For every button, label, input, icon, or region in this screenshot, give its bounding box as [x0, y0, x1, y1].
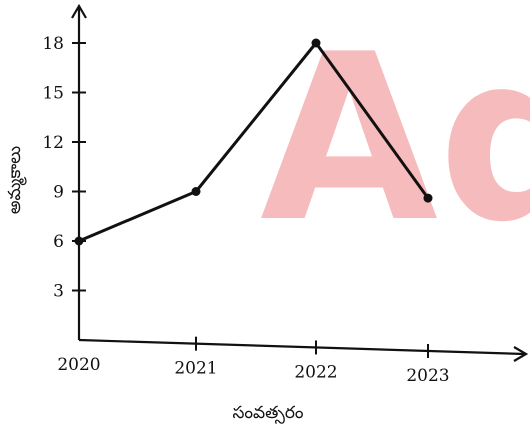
- x-tick-label: 2022: [294, 362, 337, 382]
- watermark-text: Adda: [260, 6, 530, 273]
- y-tick-label: 12: [42, 133, 64, 153]
- x-ticks: 2020 2021 2022 2023: [57, 336, 450, 386]
- x-tick-label: 2023: [406, 366, 449, 386]
- x-axis-arrow: [513, 346, 529, 362]
- data-point-2022: [311, 38, 321, 48]
- data-point-2020: [74, 236, 84, 246]
- watermark-logo: Adda: [260, 6, 530, 273]
- series: [74, 38, 433, 246]
- y-tick-label: 3: [53, 282, 64, 302]
- y-axis-title: అమ్మకాలు: [5, 146, 27, 214]
- y-tick-label: 15: [42, 84, 64, 104]
- x-axis: [78, 338, 525, 356]
- data-point-2023: [423, 193, 433, 203]
- x-tick-label: 2020: [57, 355, 100, 375]
- y-ticks: 3 6 9 12 15 18: [42, 34, 86, 302]
- y-axis-arrow: [71, 3, 87, 19]
- series-line: [78, 41, 430, 243]
- x-tick-label: 2021: [174, 359, 217, 379]
- axes: [71, 3, 529, 362]
- y-tick-label: 6: [53, 232, 64, 252]
- x-axis-title: సంవత్సరం: [232, 403, 303, 424]
- y-tick-label: 9: [53, 183, 64, 203]
- y-tick-label: 18: [42, 34, 64, 54]
- data-point-2021: [191, 187, 201, 196]
